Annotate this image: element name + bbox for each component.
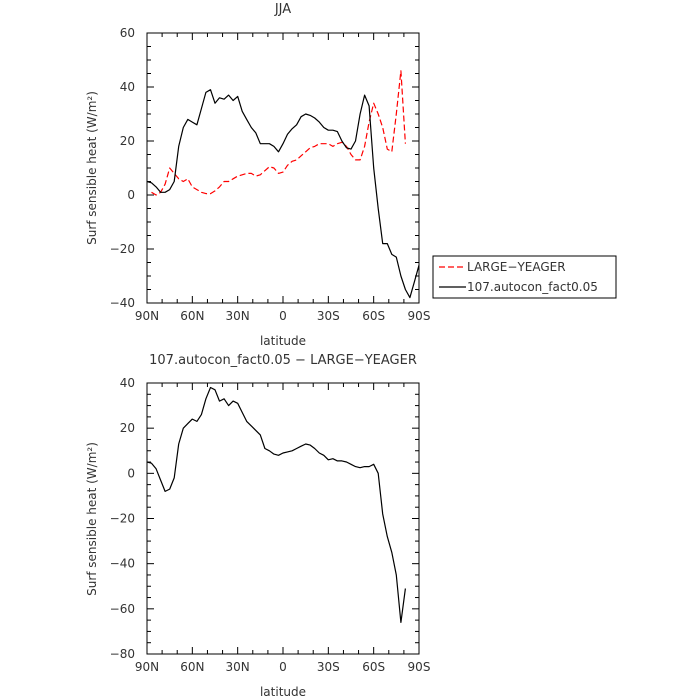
y-tick-label: 20	[120, 134, 135, 148]
bottom-panel-ylabel: Surf sensible heat (W/m²)	[85, 442, 99, 596]
x-tick-label: 60N	[180, 660, 204, 674]
legend-box	[432, 255, 617, 299]
top-panel-axes	[146, 32, 420, 304]
top-panel-ylabel: Surf sensible heat (W/m²)	[85, 91, 99, 245]
bottom-panel-title: 107.autocon_fact0.05 − LARGE−YEAGER	[149, 353, 417, 368]
x-tick-label: 90N	[135, 309, 159, 323]
y-tick-label: 0	[127, 188, 135, 202]
bottom-panel-xlabel: latitude	[260, 685, 306, 699]
y-tick-label: 0	[127, 466, 135, 480]
series-line-107-autocon-fact0-05	[146, 89, 420, 299]
x-tick-label: 30N	[226, 309, 250, 323]
bottom-panel: 107.autocon_fact0.05 − LARGE−YEAGER 90N 6…	[85, 353, 430, 699]
x-tick-label: 0	[279, 309, 287, 323]
x-tick-label: 90S	[408, 309, 431, 323]
x-tick-label: 90N	[135, 660, 159, 674]
bottom-panel-series	[146, 386, 406, 624]
y-tick-label: −20	[110, 242, 135, 256]
legend-label-autocon: 107.autocon_fact0.05	[467, 280, 598, 294]
series-line-large-yeager	[151, 70, 406, 196]
bottom-panel-ticks: 90N 60N 30N 0 30S 60S 90S −80 −60 −40 −20 0 20 40	[110, 376, 431, 674]
x-tick-label: 30N	[226, 660, 250, 674]
top-panel-xlabel: latitude	[260, 334, 306, 348]
plot-frame	[146, 32, 420, 304]
y-tick-label: −80	[110, 647, 135, 661]
x-tick-label: 60S	[362, 660, 385, 674]
y-tick-label: 20	[120, 421, 135, 435]
y-tick-label: −60	[110, 602, 135, 616]
x-tick-label: 30S	[317, 660, 340, 674]
y-tick-label: 60	[120, 26, 135, 40]
top-panel-series	[146, 70, 420, 299]
x-tick-label: 90S	[408, 660, 431, 674]
top-panel: JJA 90N 60N 30N 0 30S 60S 90S −40 −20 0 20 40 60 lat…	[85, 2, 430, 348]
legend: LARGE−YEAGER 107.autocon_fact0.05	[432, 255, 617, 299]
legend-label-large-yeager: LARGE−YEAGER	[467, 260, 566, 274]
top-panel-ticks: 90N 60N 30N 0 30S 60S 90S −40 −20 0 20 40 60	[110, 26, 431, 323]
y-tick-label: 40	[120, 80, 135, 94]
x-tick-label: 0	[279, 660, 287, 674]
y-tick-label: −40	[110, 296, 135, 310]
y-tick-label: 40	[120, 376, 135, 390]
series-line-series-0	[146, 386, 406, 624]
y-tick-label: −20	[110, 512, 135, 526]
y-tick-label: −40	[110, 557, 135, 571]
top-panel-title: JJA	[274, 2, 291, 17]
x-tick-label: 60N	[180, 309, 204, 323]
x-tick-label: 60S	[362, 309, 385, 323]
x-tick-label: 30S	[317, 309, 340, 323]
